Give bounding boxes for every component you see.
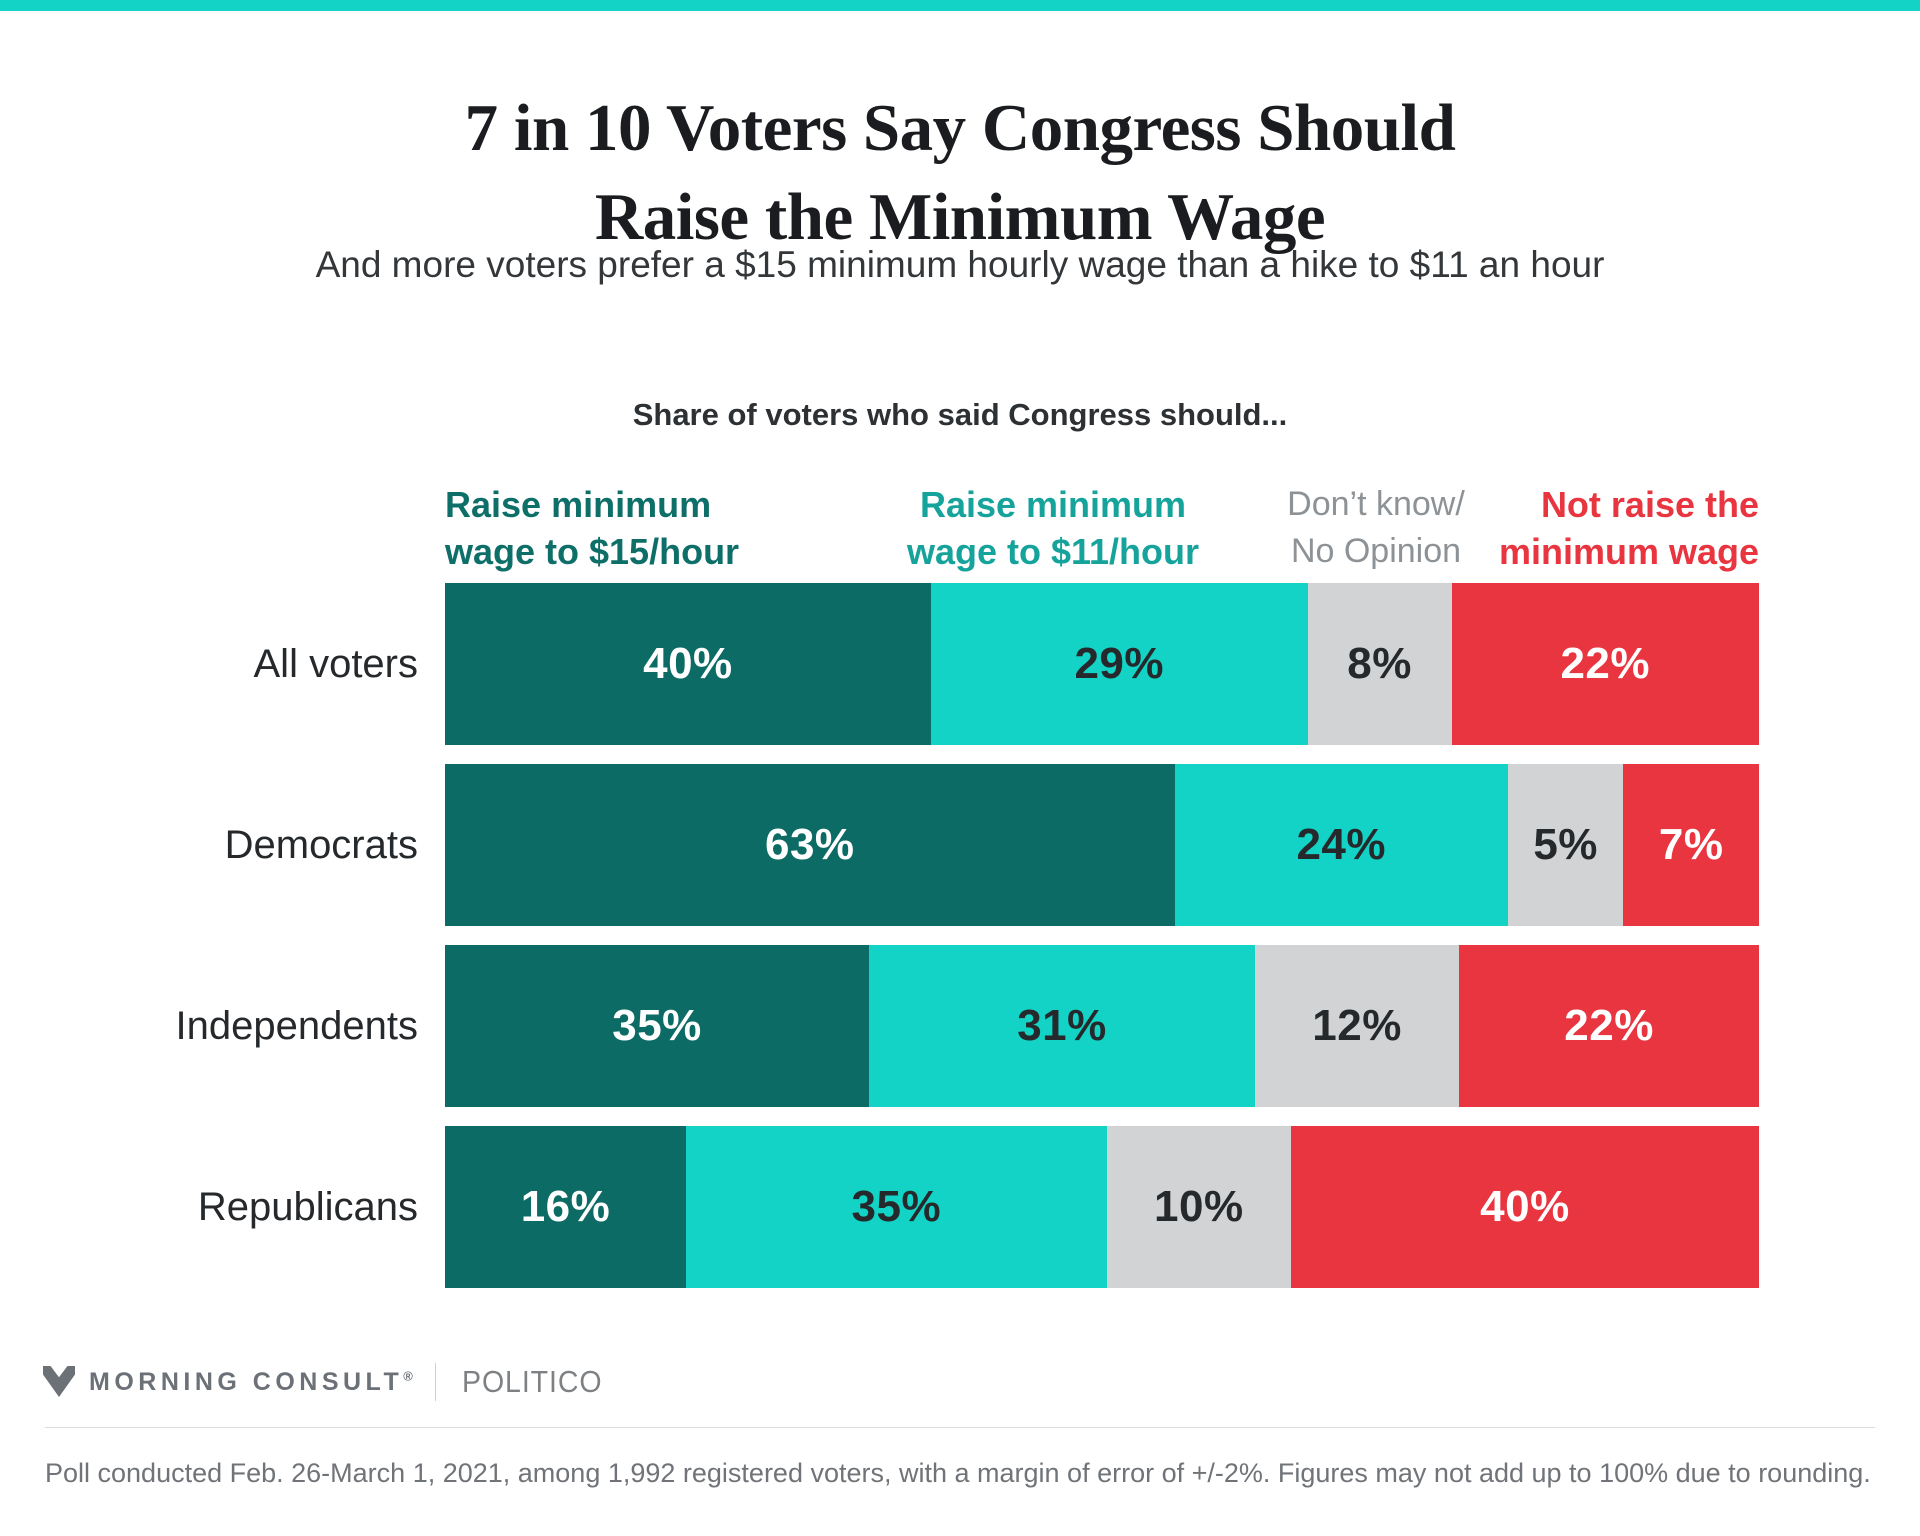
bar-segment: 63% <box>445 764 1175 926</box>
brand-divider <box>434 1363 436 1401</box>
segment-value-label: 22% <box>1560 639 1651 688</box>
chart-legend: Raise minimum wage to $15/hour Raise min… <box>445 481 1759 577</box>
segment-value-label: 31% <box>1017 1001 1107 1050</box>
segment-value-label: 12% <box>1312 1001 1402 1050</box>
segment-value-label: 5% <box>1533 820 1598 869</box>
segment-value-label: 22% <box>1564 1001 1654 1050</box>
bar-segment: 31% <box>869 945 1255 1107</box>
legend-dont-know-line2: No Opinion <box>1290 532 1462 570</box>
category-label: Independents <box>175 1003 418 1048</box>
segment-value-label: 16% <box>520 1182 611 1231</box>
bar-segment: 22% <box>1451 583 1759 745</box>
methodology-note: Poll conducted Feb. 26-March 1, 2021, am… <box>45 1458 1871 1488</box>
page-title: 7 in 10 Voters Say Congress Should Raise… <box>0 84 1920 262</box>
chart-heading: Share of voters who said Congress should… <box>632 397 1288 432</box>
bar-segment: 10% <box>1106 1126 1291 1288</box>
bar-row-all-voters: All voters 40% 29% 8% 22% <box>0 583 1759 745</box>
bar-segment: 7% <box>1623 764 1760 926</box>
segment-value-label: 10% <box>1154 1182 1244 1231</box>
segment-value-label: 35% <box>612 1001 702 1050</box>
bar-segment: 5% <box>1507 764 1624 926</box>
bar-row-republicans: Republicans 16% 35% 10% 40% <box>0 1126 1759 1288</box>
category-label: Republicans <box>197 1184 418 1229</box>
segment-value-label: 40% <box>643 639 733 688</box>
segment-value-label: 63% <box>764 820 855 869</box>
legend-not-raise: Not raise the minimum wage <box>1499 481 1759 575</box>
bar-segment: 40% <box>1290 1126 1759 1288</box>
bar-segment: 24% <box>1174 764 1508 926</box>
bar-segment: 40% <box>445 583 931 745</box>
page-subtitle: And more voters prefer a $15 minimum hou… <box>315 244 1605 285</box>
legend-raise-to-15-line1: Raise minimum <box>445 484 712 525</box>
registered-mark: ® <box>403 1368 413 1384</box>
bar-segment: 12% <box>1254 945 1460 1107</box>
segment-value-label: 35% <box>851 1182 942 1231</box>
legend-raise-to-11-line2: wage to $11/hour <box>906 531 1200 572</box>
legend-dont-know-line1: Don’t know/ <box>1287 485 1465 523</box>
morning-consult-text: MORNING CONSULT <box>89 1367 404 1396</box>
bar-segment: 22% <box>1459 945 1759 1107</box>
bar-segment: 35% <box>685 1126 1107 1288</box>
segment-value-label: 24% <box>1296 820 1387 869</box>
stacked-bar: 40% 29% 8% 22% <box>445 583 1759 745</box>
bar-segment: 35% <box>445 945 870 1107</box>
legend-raise-to-11-line1: Raise minimum <box>919 484 1187 525</box>
stacked-bar: 63% 24% 5% 7% <box>445 764 1760 926</box>
legend-raise-to-15: Raise minimum wage to $15/hour <box>445 481 739 575</box>
title-line-2: Raise the Minimum Wage <box>594 180 1326 254</box>
bar-segment: 29% <box>930 583 1308 745</box>
stacked-bar: 35% 31% 12% 22% <box>445 945 1759 1107</box>
category-label: Democrats <box>224 822 418 867</box>
segment-value-label: 8% <box>1347 639 1412 688</box>
morning-consult-logo-icon <box>43 1366 75 1398</box>
segment-value-label: 40% <box>1480 1182 1570 1231</box>
bar-segment: 16% <box>445 1126 686 1288</box>
top-accent-strip <box>0 0 1920 11</box>
stacked-bar-chart: All voters 40% 29% 8% 22% Democrats 63% 24% 5… <box>0 583 1760 1307</box>
bar-segment: 8% <box>1307 583 1452 745</box>
legend-not-raise-line2: minimum wage <box>1498 531 1759 572</box>
category-label: All voters <box>253 641 419 686</box>
legend-raise-to-15-line2: wage to $15/hour <box>445 531 740 572</box>
politico-wordmark: POLITICO <box>461 1364 603 1399</box>
legend-not-raise-line1: Not raise the <box>1540 484 1759 525</box>
segment-value-label: 7% <box>1658 820 1724 869</box>
footer-divider-line <box>45 1427 1875 1428</box>
title-line-1: 7 in 10 Voters Say Congress Should <box>464 91 1456 165</box>
bar-row-independents: Independents 35% 31% 12% 22% <box>0 945 1759 1107</box>
morning-consult-wordmark: MORNING CONSULT® <box>89 1368 413 1397</box>
brand-row: MORNING CONSULT® POLITICO <box>43 1360 615 1404</box>
legend-raise-to-11: Raise minimum wage to $11/hour <box>883 481 1223 575</box>
bar-row-democrats: Democrats 63% 24% 5% 7% <box>0 764 1760 926</box>
stacked-bar: 16% 35% 10% 40% <box>445 1126 1759 1288</box>
segment-value-label: 29% <box>1074 639 1165 688</box>
legend-dont-know: Don’t know/ No Opinion <box>1226 481 1526 575</box>
